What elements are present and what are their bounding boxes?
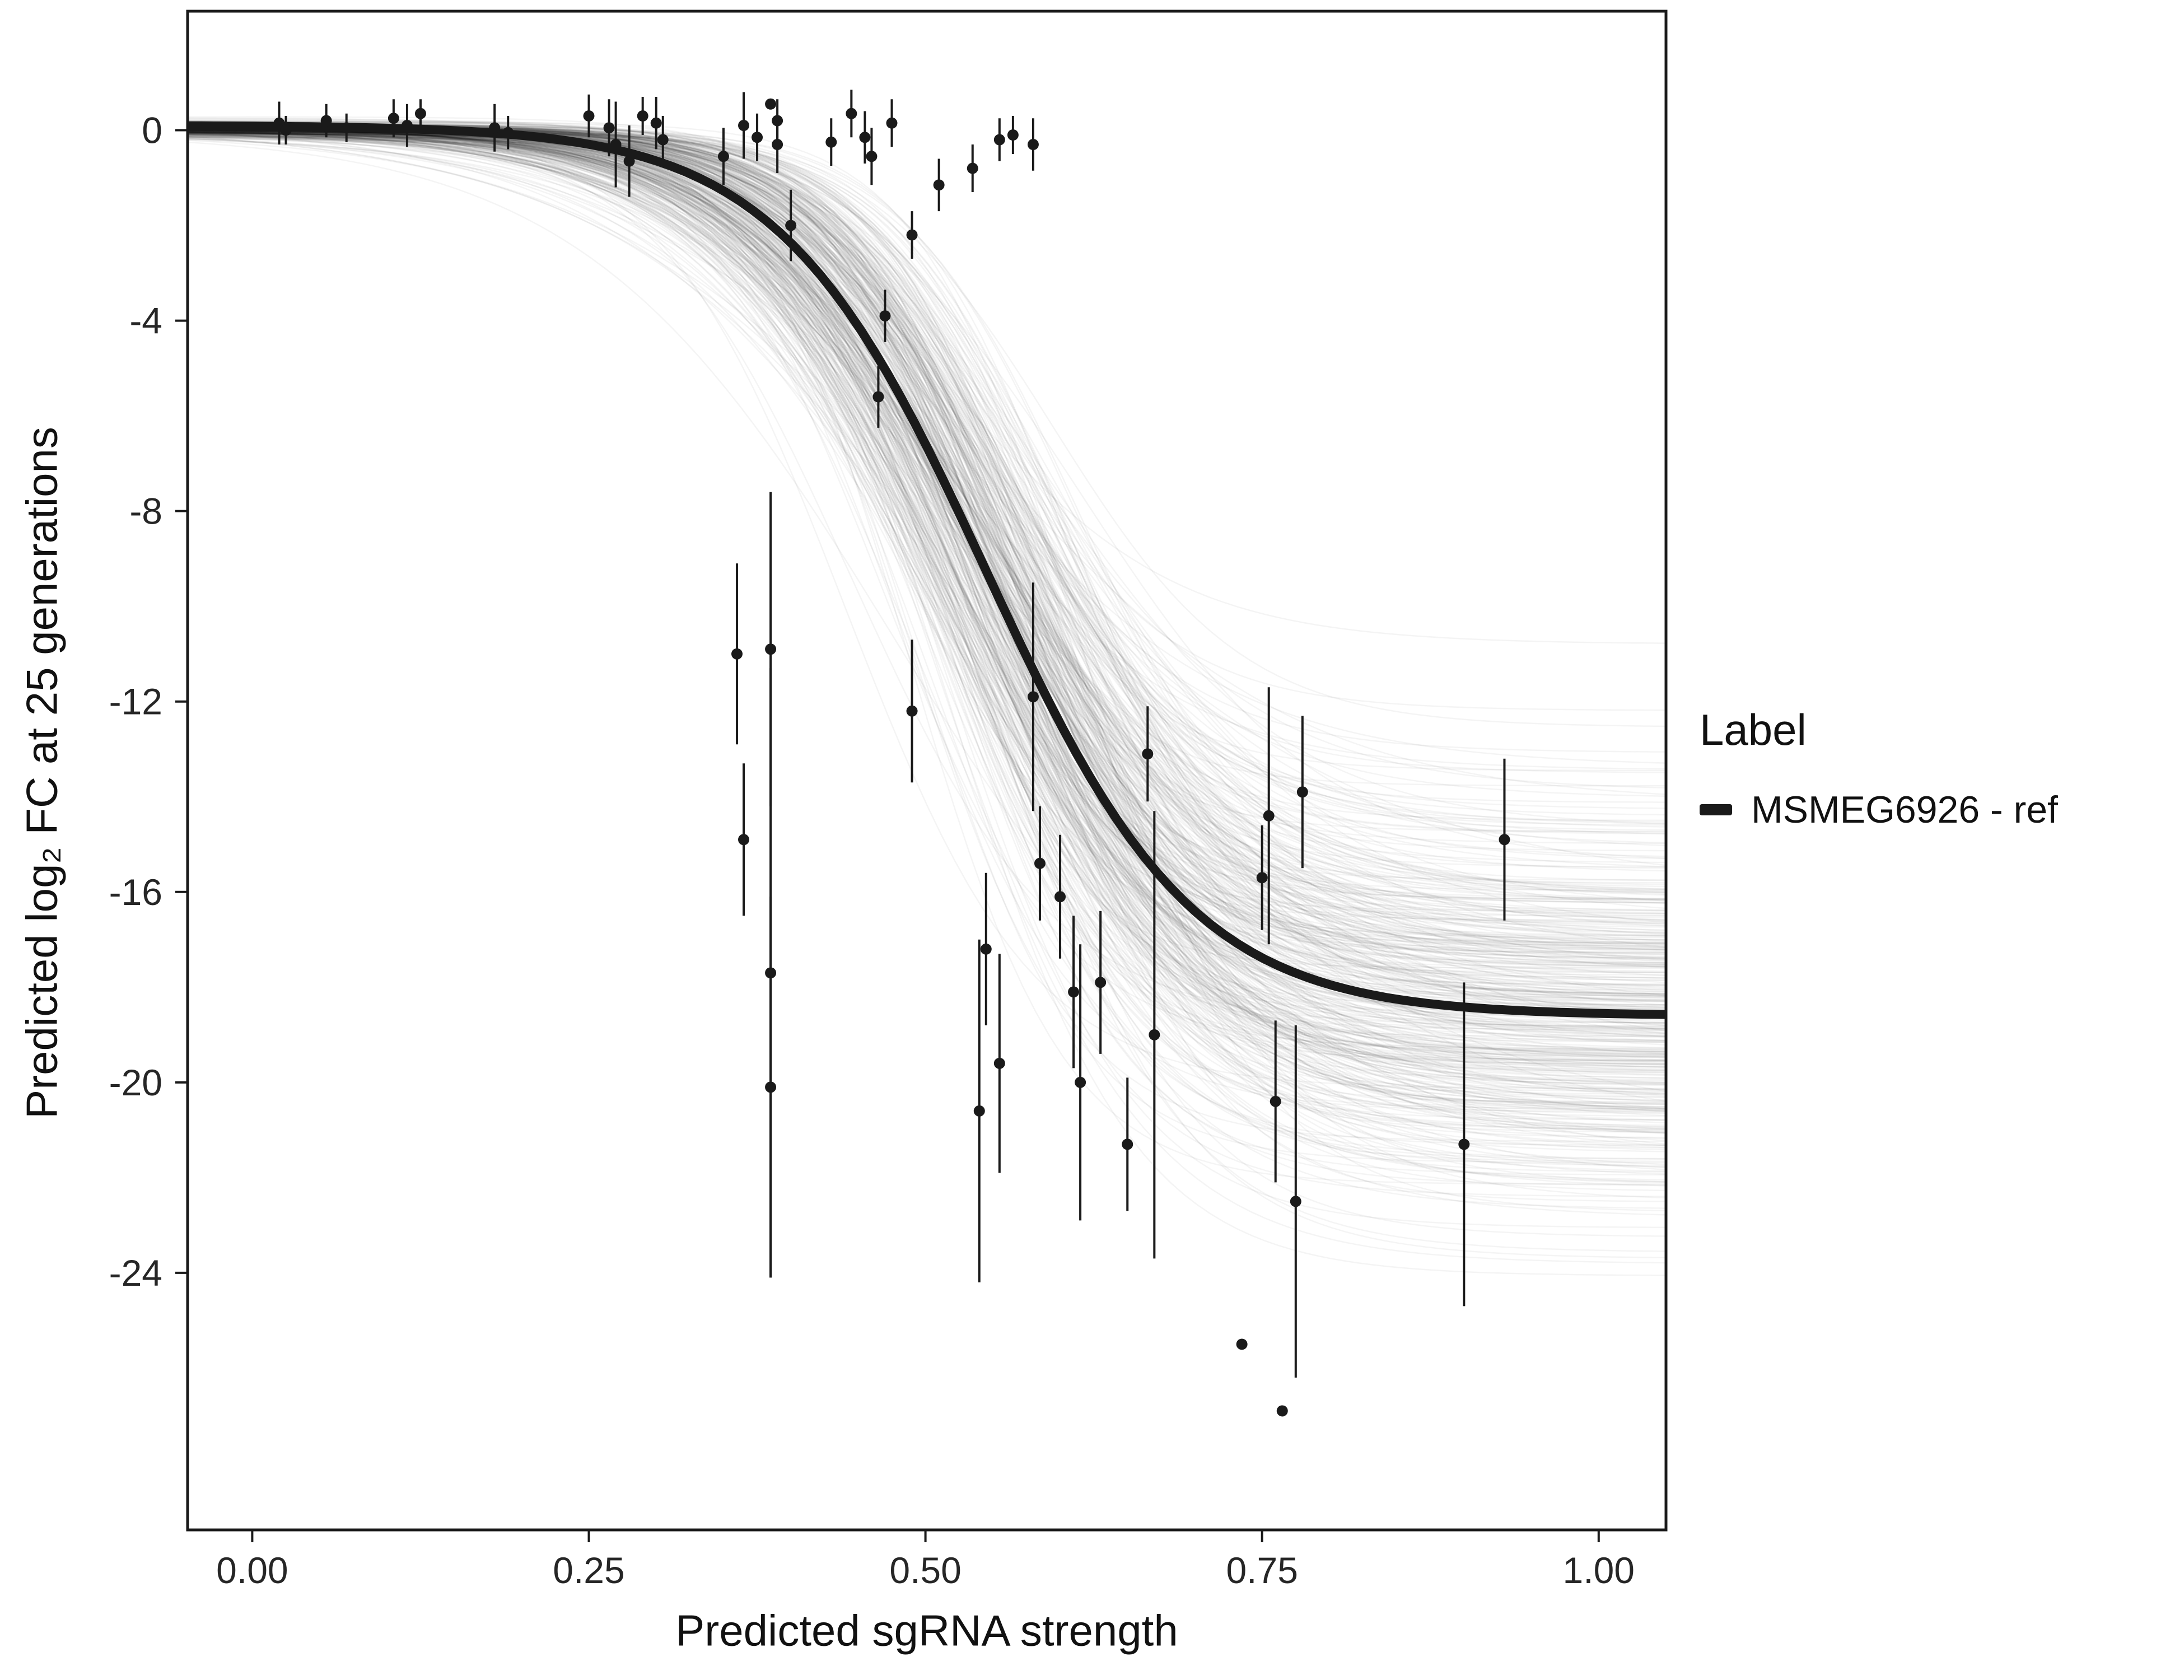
data-point <box>1142 748 1154 760</box>
legend-key-icon <box>1700 804 1732 815</box>
x-tick-label: 0.75 <box>1226 1550 1298 1591</box>
data-point <box>1270 1095 1281 1107</box>
data-point <box>273 117 285 129</box>
data-point <box>993 134 1005 146</box>
data-point <box>1290 1196 1301 1207</box>
data-point <box>738 834 750 846</box>
data-point <box>872 391 884 403</box>
x-tick-label: 0.00 <box>216 1550 288 1591</box>
data-point <box>879 310 891 322</box>
data-point <box>886 117 898 129</box>
y-tick-label: -12 <box>109 681 162 722</box>
data-point <box>825 136 837 148</box>
data-point <box>340 122 352 134</box>
data-point <box>320 115 332 127</box>
data-point <box>765 98 777 110</box>
data-point <box>846 108 857 119</box>
data-point <box>603 122 615 134</box>
data-point <box>785 220 797 231</box>
data-point <box>1054 891 1066 903</box>
data-point <box>610 139 622 151</box>
data-point <box>388 113 399 124</box>
x-tick-label: 1.00 <box>1563 1550 1635 1591</box>
data-point <box>1122 1138 1133 1150</box>
y-tick-label: -20 <box>109 1062 162 1103</box>
data-point <box>1027 139 1039 151</box>
data-point <box>1276 1405 1288 1417</box>
data-point <box>765 1081 777 1093</box>
data-points <box>273 90 1510 1417</box>
data-point <box>1095 977 1107 988</box>
data-point <box>414 108 426 119</box>
legend-item-label: MSMEG6926 - ref <box>1751 788 2058 831</box>
data-point <box>752 132 763 143</box>
data-point <box>623 155 635 167</box>
data-point <box>489 122 501 134</box>
data-point <box>866 151 878 162</box>
data-point <box>765 643 777 655</box>
x-tick-label: 0.25 <box>553 1550 624 1591</box>
data-point <box>859 132 871 143</box>
y-tick-label: -4 <box>129 300 162 342</box>
posterior-curves <box>188 116 1666 1276</box>
data-point <box>980 943 992 955</box>
data-point <box>1075 1076 1086 1088</box>
fit-curve <box>188 121 1666 1019</box>
legend-item: MSMEG6926 - ref <box>1700 788 2058 832</box>
data-point <box>906 229 918 241</box>
data-point <box>906 705 918 717</box>
x-axis-ticks: 0.00 0.25 0.50 0.75 1.00 <box>216 1530 1635 1591</box>
data-point <box>1149 1029 1160 1040</box>
y-axis-ticks: 0 -4 -8 -12 -16 -20 -24 <box>109 110 188 1294</box>
data-point <box>1027 691 1039 703</box>
data-point <box>1068 986 1080 998</box>
data-point <box>738 120 750 132</box>
data-point <box>1499 834 1510 846</box>
y-tick-label: 0 <box>142 110 162 151</box>
data-point <box>1034 857 1046 869</box>
data-point <box>717 151 729 162</box>
data-point <box>657 134 669 146</box>
x-tick-label: 0.50 <box>889 1550 961 1591</box>
y-axis-title: Predicted log₂ FC at 25 generations <box>17 427 67 1119</box>
data-point <box>731 648 743 660</box>
x-axis-title: Predicted sgRNA strength <box>675 1606 1178 1655</box>
legend: Label MSMEG6926 - ref <box>1700 704 2058 832</box>
data-point <box>502 127 514 138</box>
data-point <box>637 110 648 122</box>
data-point <box>1007 129 1019 141</box>
data-point <box>967 162 978 174</box>
data-point <box>1296 786 1308 798</box>
data-point <box>1256 872 1268 884</box>
data-point <box>772 139 783 151</box>
data-point <box>973 1105 985 1117</box>
legend-title: Label <box>1700 705 1807 754</box>
data-point <box>1263 810 1275 822</box>
y-tick-label: -8 <box>129 491 162 532</box>
y-tick-label: -24 <box>109 1252 162 1294</box>
data-point <box>993 1057 1005 1069</box>
data-point <box>401 120 413 132</box>
data-point <box>280 124 292 136</box>
data-point <box>650 117 662 129</box>
y-tick-label: -16 <box>109 871 162 913</box>
data-point <box>1458 1138 1470 1150</box>
data-point <box>933 179 945 191</box>
panel-border <box>186 10 1668 1532</box>
data-point <box>1236 1338 1248 1350</box>
data-point <box>583 110 595 122</box>
